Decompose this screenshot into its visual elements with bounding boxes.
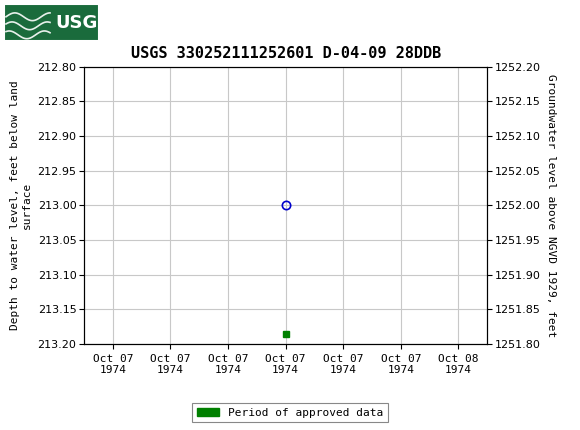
Y-axis label: Groundwater level above NGVD 1929, feet: Groundwater level above NGVD 1929, feet bbox=[546, 74, 556, 337]
Y-axis label: Depth to water level, feet below land
surface: Depth to water level, feet below land su… bbox=[10, 80, 32, 330]
Title: USGS 330252111252601 D-04-09 28DDB: USGS 330252111252601 D-04-09 28DDB bbox=[130, 46, 441, 61]
Text: USGS: USGS bbox=[55, 14, 110, 31]
Legend: Period of approved data: Period of approved data bbox=[193, 403, 387, 422]
FancyBboxPatch shape bbox=[4, 4, 99, 41]
